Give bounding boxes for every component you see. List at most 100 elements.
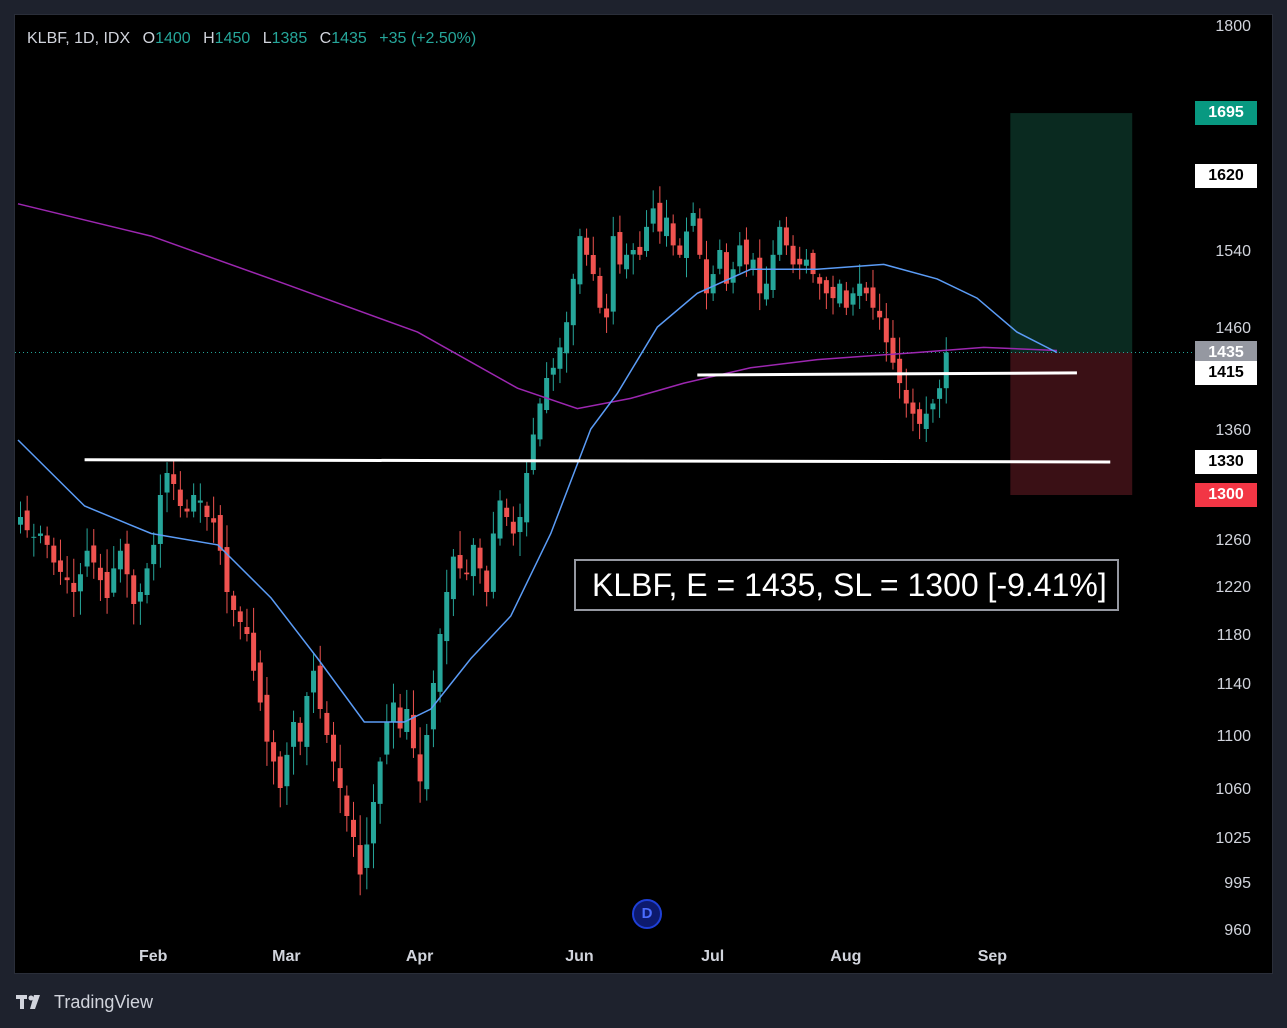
candle-body — [530, 434, 536, 471]
candle-body — [783, 227, 789, 246]
candle-body — [610, 236, 616, 312]
candle-body — [284, 754, 290, 787]
candle-body — [437, 634, 443, 692]
legend-low-value: 1385 — [271, 30, 308, 47]
candle-body — [757, 257, 763, 294]
price-tick-label: 1360 — [1215, 422, 1251, 439]
candle-body — [790, 245, 796, 265]
price-tick-label: 1800 — [1215, 18, 1251, 35]
candle-body — [191, 495, 197, 512]
candle-body — [923, 413, 929, 429]
price-tick-label: 1540 — [1215, 243, 1251, 260]
candle-body — [397, 707, 403, 729]
candle-body — [943, 352, 949, 389]
candle-body — [51, 545, 57, 563]
candle-body — [637, 246, 643, 255]
candle-body — [157, 495, 163, 544]
chart-canvas[interactable]: 1800 1620 1540 1460 1360 1260 1220 1180 1140 1100… — [15, 15, 1273, 974]
candle-body — [24, 510, 30, 531]
candle-body — [84, 550, 90, 567]
candle-body — [590, 255, 596, 275]
candle-body — [863, 287, 869, 294]
candle-body — [717, 250, 723, 269]
candle-body — [111, 568, 117, 593]
time-tick-label: Sep — [978, 948, 1008, 965]
legend-symbol: KLBF, 1D, IDX — [27, 30, 131, 47]
candle-body — [910, 402, 916, 414]
candle-body — [384, 722, 390, 755]
candle-body — [697, 218, 703, 255]
time-tick-label: Jul — [701, 948, 724, 965]
candle-body — [377, 761, 383, 804]
candle-body — [544, 378, 550, 411]
candle-body — [464, 572, 470, 575]
candle-body — [823, 280, 829, 294]
price-tag: 1435 — [1195, 340, 1257, 365]
candle-body — [870, 287, 876, 308]
candle-body — [557, 347, 563, 369]
price-tick-label: 1460 — [1215, 320, 1251, 337]
price-tag: 1330 — [1195, 450, 1257, 474]
candle-body — [211, 518, 217, 523]
price-tag: 1300 — [1195, 483, 1257, 507]
candle-body — [257, 662, 263, 703]
candle-body — [364, 844, 370, 868]
candle-body — [930, 403, 936, 410]
candle-body — [524, 473, 530, 523]
candle-body — [570, 278, 576, 326]
candle-body — [204, 505, 210, 517]
candle-body — [903, 389, 909, 404]
candle-body — [424, 735, 430, 790]
candle-body — [57, 560, 63, 572]
price-tick-label: 1025 — [1215, 830, 1251, 847]
candle-body — [450, 556, 456, 600]
candle-body — [917, 409, 923, 424]
candle-body — [324, 712, 330, 735]
candle-body — [843, 290, 849, 308]
candle-body — [584, 237, 590, 255]
candle-body — [297, 722, 303, 742]
candle-body — [830, 286, 836, 299]
candle-body — [497, 500, 503, 539]
candle-body — [750, 259, 756, 269]
price-tick-label: 1140 — [1217, 676, 1252, 693]
candle-body — [803, 259, 809, 266]
candle-body — [197, 500, 203, 503]
horizontal-level-line — [84, 458, 1111, 464]
candle-body — [657, 202, 663, 232]
candle-body — [664, 217, 670, 237]
candle-body — [490, 533, 496, 592]
time-axis: Feb Mar Apr Jun Jul Aug Sep — [139, 948, 1007, 965]
candle-body — [331, 734, 337, 762]
candle-body — [71, 582, 77, 592]
candle-body — [444, 592, 450, 642]
chart-frame[interactable]: 1800 1620 1540 1460 1360 1260 1220 1180 1140 1100… — [14, 14, 1273, 974]
candle-body — [684, 231, 689, 258]
time-tick-label: Mar — [272, 948, 300, 965]
candle-body — [171, 474, 177, 484]
candle-body — [644, 226, 650, 252]
price-tick-label: 1100 — [1217, 728, 1252, 745]
legend-open-label: O — [142, 30, 156, 47]
candle-body — [131, 575, 137, 604]
candle-body — [537, 403, 543, 440]
time-tick-label: Jun — [565, 948, 593, 965]
trade-annotation[interactable]: KLBF, E = 1435, SL = 1300 [-9.41%] — [574, 559, 1119, 611]
candle-body — [44, 535, 50, 545]
price-tick-label: 1060 — [1215, 781, 1251, 798]
candle-body — [337, 768, 343, 788]
price-tick-label: 960 — [1224, 922, 1251, 939]
ma-fast-line — [17, 263, 1058, 723]
tradingview-brand: TradingView — [54, 991, 154, 1012]
candle-body — [703, 259, 709, 294]
candle-body — [18, 517, 23, 525]
candle-body — [710, 274, 716, 294]
candle-body — [351, 819, 356, 837]
price-tick-label: 1260 — [1215, 532, 1251, 549]
candle-body — [217, 515, 223, 551]
candle-body — [344, 795, 350, 816]
candle-body — [370, 802, 376, 844]
candle-body — [37, 533, 43, 536]
dividend-event-marker[interactable]: D — [632, 899, 662, 929]
candle-body — [677, 245, 683, 255]
